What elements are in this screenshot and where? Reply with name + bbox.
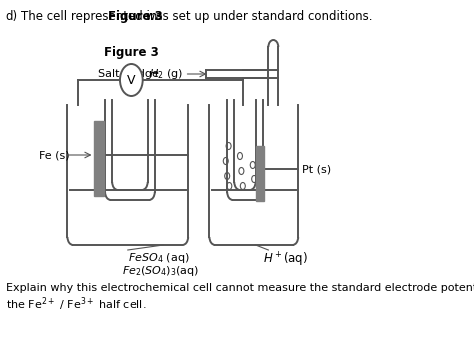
- Text: d): d): [6, 10, 18, 23]
- Text: Pt (s): Pt (s): [302, 164, 331, 174]
- Text: $H_2$ (g): $H_2$ (g): [149, 67, 183, 81]
- Bar: [94, 121, 104, 196]
- Text: Figure 3: Figure 3: [104, 46, 159, 59]
- Text: $Fe_2(SO_4)_3$(aq): $Fe_2(SO_4)_3$(aq): [122, 264, 200, 278]
- Text: Figure 3: Figure 3: [108, 10, 163, 23]
- Text: the Fe$^{2+}$ / Fe$^{3+}$ half cell.: the Fe$^{2+}$ / Fe$^{3+}$ half cell.: [6, 295, 146, 313]
- Text: Explain why this electrochemical cell cannot measure the standard electrode pote: Explain why this electrochemical cell ca…: [6, 283, 474, 293]
- Text: The cell represented in: The cell represented in: [21, 10, 162, 23]
- Text: Salt bridge: Salt bridge: [98, 69, 159, 79]
- Circle shape: [120, 64, 143, 96]
- Bar: [255, 146, 264, 201]
- Text: was set up under standard conditions.: was set up under standard conditions.: [142, 10, 373, 23]
- Text: Fe (s): Fe (s): [39, 150, 70, 160]
- Text: $H^+$(aq): $H^+$(aq): [263, 251, 308, 269]
- Text: V: V: [127, 73, 136, 86]
- Text: $FeSO_4$ (aq): $FeSO_4$ (aq): [128, 251, 189, 265]
